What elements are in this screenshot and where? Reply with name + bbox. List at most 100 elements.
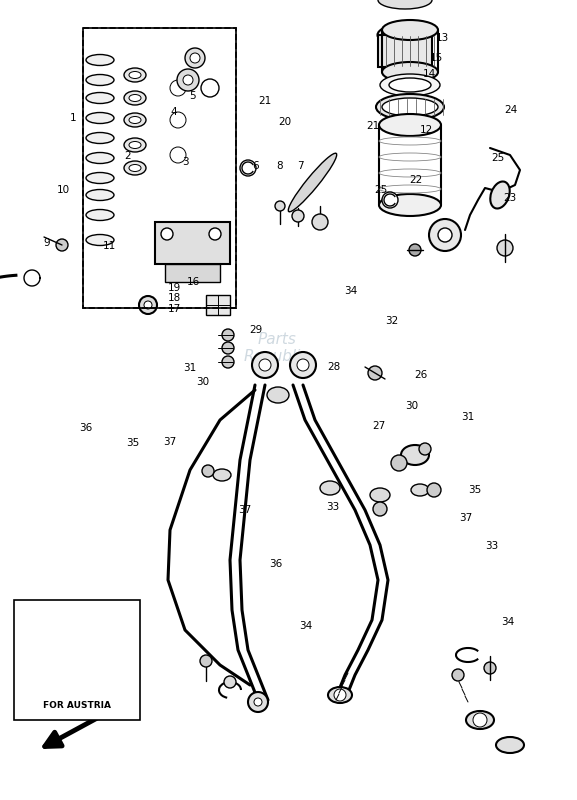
Text: Parts
Republic: Parts Republic [244,332,310,364]
Text: 21: 21 [258,96,271,106]
Circle shape [222,342,234,354]
Ellipse shape [466,711,494,729]
Ellipse shape [382,98,438,116]
Circle shape [419,443,431,455]
Text: 37: 37 [459,514,472,523]
Text: 22: 22 [410,175,423,185]
Ellipse shape [376,94,444,120]
Circle shape [252,352,278,378]
Circle shape [201,79,219,97]
Text: 34: 34 [501,618,515,627]
Text: 28: 28 [328,362,341,372]
Circle shape [170,112,186,128]
Ellipse shape [124,68,146,82]
Text: 32: 32 [385,316,398,326]
Ellipse shape [379,114,441,136]
Ellipse shape [124,138,146,152]
Circle shape [222,356,234,368]
Text: 27: 27 [372,421,385,430]
Text: 24: 24 [504,106,518,115]
Ellipse shape [267,387,289,403]
Text: 37: 37 [238,505,251,514]
Circle shape [202,465,214,477]
Ellipse shape [213,469,231,481]
Ellipse shape [86,234,114,246]
Text: 25: 25 [491,153,504,162]
Text: 14: 14 [423,70,436,79]
Ellipse shape [129,142,141,149]
Text: 12: 12 [420,125,433,134]
Ellipse shape [382,20,438,40]
Circle shape [144,301,152,309]
Ellipse shape [377,24,433,46]
Text: 21: 21 [366,121,380,130]
Circle shape [297,359,309,371]
Circle shape [497,240,513,256]
Ellipse shape [129,165,141,171]
Circle shape [259,359,271,371]
Ellipse shape [129,117,141,123]
Text: 19: 19 [167,283,181,293]
Ellipse shape [129,71,141,78]
Text: 8: 8 [276,161,282,170]
Bar [155,222,230,264]
Ellipse shape [288,154,337,212]
Ellipse shape [320,481,340,495]
Ellipse shape [86,93,114,103]
Text: 16: 16 [186,277,200,286]
Ellipse shape [379,194,441,216]
Bar [14,600,140,720]
Text: 31: 31 [461,412,474,422]
Circle shape [248,692,268,712]
Text: 37: 37 [163,437,176,446]
Circle shape [170,80,186,96]
Circle shape [429,219,461,251]
Bar [83,28,236,308]
Ellipse shape [411,484,429,496]
Text: 20: 20 [279,118,292,127]
Circle shape [139,296,157,314]
Circle shape [190,53,200,63]
Ellipse shape [382,62,438,82]
Ellipse shape [86,173,114,183]
Text: 2: 2 [124,151,130,161]
Circle shape [240,160,256,176]
Circle shape [254,698,262,706]
Text: 3: 3 [182,158,188,167]
Circle shape [391,455,407,471]
Circle shape [484,662,496,674]
Text: 17: 17 [167,304,181,314]
Bar [165,264,220,282]
Ellipse shape [124,113,146,127]
Ellipse shape [124,91,146,105]
Circle shape [334,689,346,701]
Ellipse shape [86,133,114,143]
Ellipse shape [86,54,114,66]
Ellipse shape [86,113,114,123]
Text: 31: 31 [183,363,197,373]
Circle shape [290,352,316,378]
Circle shape [200,655,212,667]
Circle shape [292,210,304,222]
Text: 33: 33 [485,541,498,550]
Text: 1: 1 [70,114,77,123]
Ellipse shape [86,74,114,86]
Circle shape [224,676,236,688]
Ellipse shape [86,190,114,201]
Circle shape [409,244,421,256]
Circle shape [382,192,398,208]
Circle shape [368,366,382,380]
Text: 36: 36 [269,559,283,569]
Text: 11: 11 [103,241,116,250]
Circle shape [473,713,487,727]
Text: 13: 13 [436,33,449,42]
Text: 25: 25 [374,186,387,195]
Ellipse shape [380,74,440,96]
Text: 26: 26 [414,370,428,380]
Ellipse shape [86,210,114,221]
Bar [83,28,236,308]
Circle shape [427,483,441,497]
Text: 7: 7 [297,161,304,170]
Text: FOR AUSTRIA: FOR AUSTRIA [43,701,111,710]
Ellipse shape [124,161,146,175]
